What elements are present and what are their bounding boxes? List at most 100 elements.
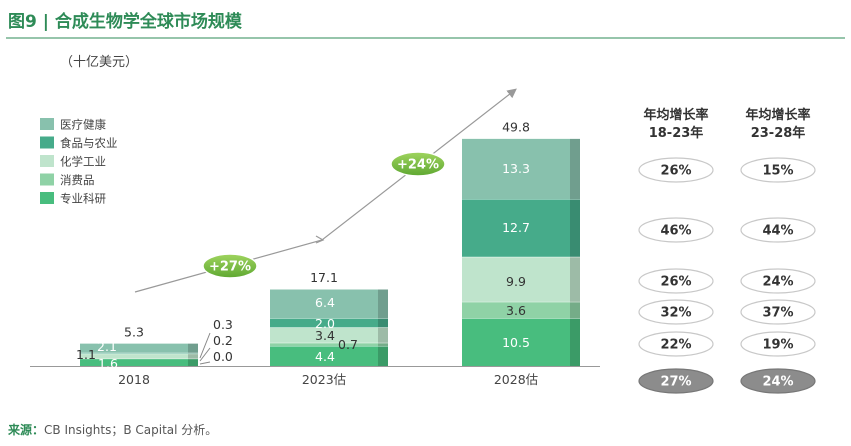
segment-value-label: 2.0 (315, 316, 335, 331)
legend-swatch (40, 173, 54, 186)
bar-segment (270, 318, 378, 328)
cagr-value: 27% (660, 375, 691, 390)
bar-segment-side (188, 343, 198, 353)
bar-segment-side (378, 342, 388, 346)
bar-segment-side (570, 301, 580, 319)
cagr-value: 19% (762, 338, 793, 353)
chart-title: 图9 | 合成生物学全球市场规模 (8, 11, 243, 32)
segment-value-label: 12.7 (502, 220, 530, 235)
segment-value-label: 6.4 (315, 295, 335, 310)
cagr-oval (638, 299, 714, 325)
cagr-value: 37% (762, 306, 793, 321)
bar-segment-side (188, 352, 198, 354)
cagr-value: 44% (762, 224, 793, 239)
cagr-oval (740, 331, 816, 357)
bar-total-label: 17.1 (310, 270, 338, 285)
segment-value-label: 2.1 (97, 339, 117, 354)
trend-arrow: +27% +24% (134, 88, 517, 293)
bar-segment (462, 138, 570, 200)
cagr-value: 24% (762, 275, 793, 290)
cagr-value: 46% (660, 224, 691, 239)
segment-value-label: 3.4 (315, 328, 335, 343)
bar-segment-side (570, 318, 580, 366)
legend-swatch (40, 192, 54, 204)
cagr-value: 32% (660, 306, 691, 321)
bar-segment-side (188, 353, 198, 359)
trend-line (134, 88, 517, 293)
source-text: CB Insights；B Capital 分析。 (44, 423, 217, 437)
x-tick-label: 2018 (118, 372, 150, 387)
segment-value-label: 13.3 (502, 161, 530, 176)
cagr-oval (740, 217, 816, 243)
bar-segment (80, 343, 188, 353)
bar-segment (462, 301, 570, 319)
cagr-header-line2: 23-28年 (751, 125, 806, 141)
legend-label: 化学工业 (60, 155, 106, 169)
bar-segment (80, 358, 188, 366)
growth-bubble (202, 253, 258, 279)
bar-segment (270, 345, 378, 366)
unit-label: （十亿美元） (60, 55, 138, 70)
source-label: 来源： (7, 422, 44, 437)
callout-value-label: 0.2 (213, 333, 233, 348)
cagr-oval (638, 331, 714, 357)
legend-swatch (40, 136, 54, 149)
cagr-oval (638, 217, 714, 243)
bar-segment (462, 318, 570, 366)
legend-label: 专业科研 (60, 192, 106, 206)
cagr-oval (740, 157, 816, 183)
cagr-header-line2: 18-23年 (649, 125, 704, 141)
cagr-value: 26% (660, 275, 691, 290)
cagr-value: 22% (660, 338, 691, 353)
legend-label: 医疗健康 (60, 118, 106, 132)
bar-segment-side (570, 138, 580, 200)
bar-segment-side (570, 199, 580, 257)
cagr-value: 24% (762, 375, 793, 390)
x-tick-label: 2028估 (494, 372, 538, 387)
bar-segment-side (378, 318, 388, 328)
bar-segment (270, 289, 378, 319)
callout-value-label: 0.0 (213, 349, 233, 364)
bar-segment-side (378, 289, 388, 319)
bar-segment (270, 327, 378, 343)
stacked-bars: 5.3 2018 17.1 2023估 49.8 2028估 4.40.73.42.0 6.4… (30, 120, 600, 387)
cagr-oval (638, 268, 714, 294)
growth-label: +24% (397, 158, 439, 173)
bar-segment (80, 353, 188, 359)
bar-total-label: 49.8 (502, 120, 530, 135)
x-tick-label: 2023估 (302, 372, 346, 387)
bar-segment-side (570, 256, 580, 302)
source-note: 来源：CB Insights；B Capital 分析。 (7, 422, 217, 437)
cagr-value: 15% (762, 164, 793, 179)
bar-total-label: 5.3 (124, 324, 144, 339)
cagr-oval (638, 157, 714, 183)
cagr-total-oval (638, 368, 714, 394)
segment-value-label: 9.9 (506, 274, 526, 289)
bar-segment-side (378, 327, 388, 343)
legend-swatch (40, 155, 54, 167)
segment-value-label: 10.5 (502, 335, 530, 350)
segment-value-label: 1.1 (76, 347, 96, 362)
segment-value-label: 1.6 (98, 356, 118, 371)
bar-segment (462, 256, 570, 302)
cagr-total-oval (740, 368, 816, 394)
cagr-oval (740, 299, 816, 325)
growth-bubble (390, 151, 446, 177)
legend-swatch (40, 118, 54, 130)
trend-arrow-mid (315, 235, 325, 244)
bar-segment (80, 352, 188, 354)
legend-label: 食品与农业 (60, 136, 118, 150)
callout-leader (199, 332, 211, 365)
cagr-value: 26% (660, 164, 691, 179)
cagr-header-line1: 年均增长率 (643, 107, 708, 123)
legend-label: 消费品 (60, 173, 95, 187)
cagr-header-line1: 年均增长率 (745, 107, 810, 123)
segment-value-label: 4.4 (315, 349, 335, 364)
growth-label: +27% (209, 260, 251, 275)
bar-segment-side (188, 358, 198, 366)
bar-segment (462, 199, 570, 257)
cagr-oval (740, 268, 816, 294)
